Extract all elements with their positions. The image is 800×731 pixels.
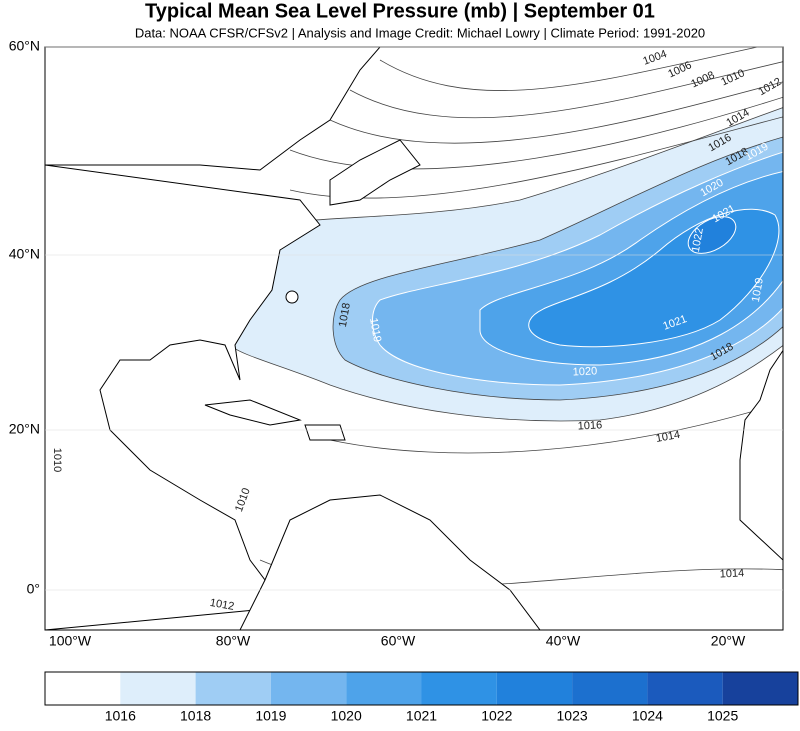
contour-label: 1022 bbox=[690, 227, 706, 253]
colorbar-label: 1023 bbox=[557, 708, 588, 724]
contour-label: 1019 bbox=[367, 317, 383, 343]
isobar bbox=[289, 96, 783, 170]
colorbar-swatch bbox=[572, 672, 648, 705]
colorbar-label: 1020 bbox=[331, 708, 362, 724]
bermuda-ring bbox=[285, 290, 299, 304]
lat-label: 0° bbox=[27, 581, 40, 597]
lat-label: 20°N bbox=[9, 421, 40, 437]
colorbar-swatch bbox=[346, 672, 422, 705]
contour-label: 1012 bbox=[209, 597, 235, 613]
colorbar-swatch bbox=[647, 672, 723, 705]
lat-label: 40°N bbox=[9, 246, 40, 262]
isobar bbox=[329, 401, 783, 454]
colorbar-swatch bbox=[421, 672, 497, 705]
cuba bbox=[204, 399, 302, 426]
colorbar-swatch bbox=[45, 672, 121, 705]
contour-label: 1020 bbox=[572, 365, 597, 378]
colorbar-label: 1016 bbox=[105, 708, 136, 724]
north-america bbox=[45, 47, 381, 630]
lon-label: 60°W bbox=[381, 633, 416, 649]
nova-scotia bbox=[329, 139, 421, 206]
title: Typical Mean Sea Level Pressure (mb) | S… bbox=[145, 0, 655, 22]
colorbar-swatch bbox=[120, 672, 196, 705]
colorbar-label: 1024 bbox=[632, 708, 663, 724]
hispaniola bbox=[304, 424, 346, 441]
lon-label: 40°W bbox=[546, 633, 581, 649]
lon-label: 80°W bbox=[216, 633, 251, 649]
colorbar: 1016 1018 1019 1020 1021 1022 1023 1024 1025 bbox=[44, 671, 799, 724]
lat-label: 60°N bbox=[9, 38, 40, 54]
fill-1022 bbox=[687, 216, 737, 254]
contour-label: 1014 bbox=[719, 567, 744, 580]
colorbar-swatch bbox=[195, 672, 271, 705]
subtitle: Data: NOAA CFSR/CFSv2 | Analysis and Ima… bbox=[135, 25, 705, 40]
colorbar-swatch bbox=[496, 672, 573, 705]
contour-label: 1014 bbox=[655, 429, 681, 445]
contour-label: 1018 bbox=[337, 302, 353, 328]
lon-label: 100°W bbox=[49, 633, 92, 649]
isobar bbox=[379, 47, 760, 91]
africa bbox=[739, 349, 783, 561]
isobar bbox=[329, 81, 783, 144]
colorbar-label: 1021 bbox=[406, 708, 437, 724]
colorbar-label: 1019 bbox=[255, 708, 286, 724]
lon-label: 20°W bbox=[711, 633, 746, 649]
contour-label: 1010 bbox=[51, 448, 63, 472]
colorbar-swatch bbox=[270, 672, 347, 705]
colorbar-label: 1025 bbox=[707, 708, 738, 724]
map bbox=[44, 46, 784, 631]
colorbar-swatch bbox=[722, 672, 798, 705]
colorbar-frame bbox=[44, 671, 799, 706]
south-america bbox=[239, 494, 541, 630]
contour-label: 1016 bbox=[577, 419, 602, 432]
colorbar-label: 1018 bbox=[180, 708, 211, 724]
colorbar-label: 1022 bbox=[481, 708, 512, 724]
contour-label: 1019 bbox=[750, 277, 766, 303]
isobar bbox=[349, 61, 783, 119]
